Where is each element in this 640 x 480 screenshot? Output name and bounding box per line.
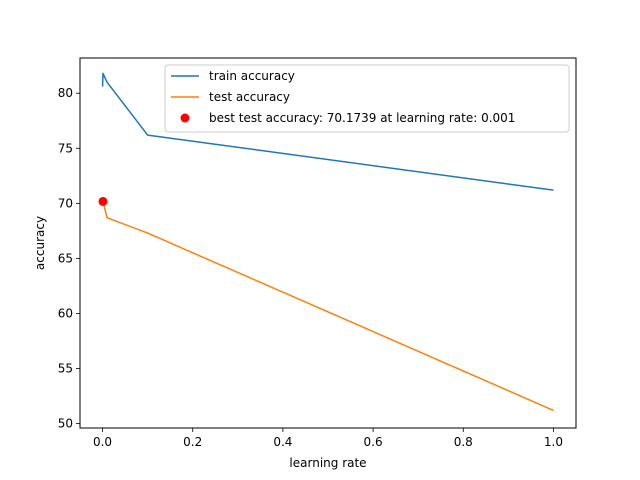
y-tick-label: 70 <box>58 196 73 210</box>
y-tick-label: 50 <box>58 417 73 431</box>
series-line-train-accuracy <box>101 72 554 191</box>
x-tick-label: 0.4 <box>273 435 292 449</box>
legend-box <box>164 64 570 133</box>
x-tick-label: 1.0 <box>544 435 563 449</box>
legend-label-best-point: best test accuracy: 70.1739 at learning … <box>209 111 515 125</box>
y-axis-label: accuracy <box>33 216 47 270</box>
best-test-accuracy-point <box>98 196 108 206</box>
plot-frame <box>79 57 577 429</box>
x-tick-label: 0.6 <box>364 435 383 449</box>
y-tick-label: 65 <box>58 251 73 265</box>
legend: train accuracy test accuracy best test a… <box>164 64 570 133</box>
x-axis-label: learning rate <box>289 456 366 470</box>
y-tick-label: 75 <box>58 141 73 155</box>
y-tick-label: 55 <box>58 362 73 376</box>
legend-marker-best-point <box>180 113 190 123</box>
x-tick-label: 0.0 <box>93 435 112 449</box>
x-tick-label: 0.2 <box>183 435 202 449</box>
legend-label-train-accuracy: train accuracy <box>209 69 295 83</box>
y-tick-label: 80 <box>58 86 73 100</box>
x-tick-label: 0.8 <box>454 435 473 449</box>
y-tick-label: 60 <box>58 306 73 320</box>
series-layer <box>98 72 554 412</box>
axes-layer: 0.0 0.2 0.4 0.6 0.8 1.0 50 55 60 65 70 75 80 <box>58 86 563 449</box>
legend-label-test-accuracy: test accuracy <box>209 90 290 104</box>
